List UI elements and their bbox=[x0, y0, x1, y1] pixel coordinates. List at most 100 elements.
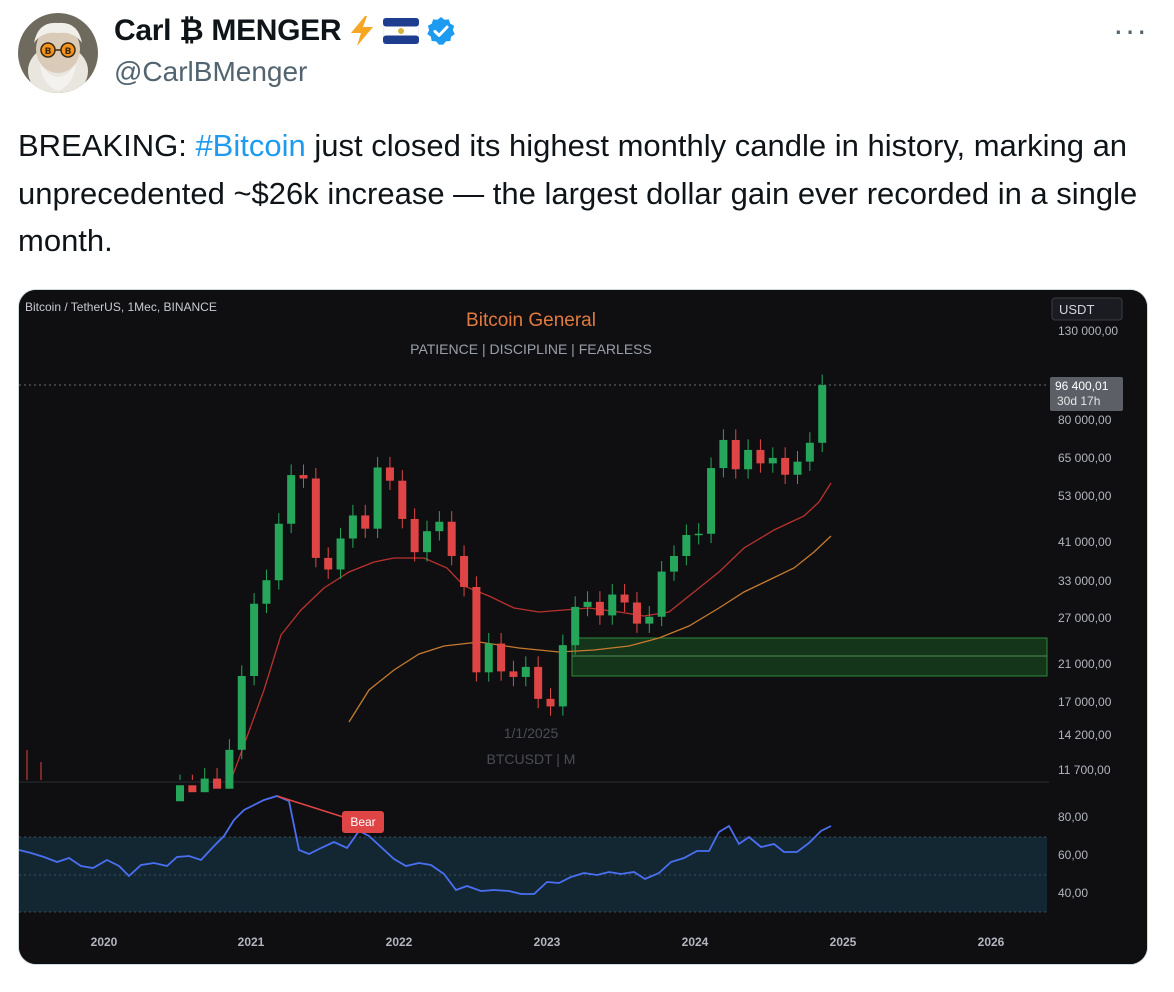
x-tick-2021: 2021 bbox=[238, 935, 265, 949]
x-tick-2025: 2025 bbox=[830, 935, 857, 949]
rsi-tick-80: 80,00 bbox=[1058, 810, 1088, 824]
candle-body bbox=[410, 518, 419, 553]
svg-text:B: B bbox=[65, 47, 72, 57]
candle-body bbox=[670, 555, 678, 572]
candle-body bbox=[793, 461, 802, 475]
chart-subtitle: PATIENCE | DISCIPLINE | FEARLESS bbox=[410, 341, 652, 357]
y-tick-80000: 80 000,00 bbox=[1058, 413, 1112, 427]
tweet-text: BREAKING: #Bitcoin just closed its highe… bbox=[18, 122, 1163, 265]
candle-body bbox=[521, 666, 530, 677]
candle-body bbox=[484, 643, 493, 673]
candle-body bbox=[311, 478, 320, 558]
chart-title: Bitcoin General bbox=[466, 310, 596, 331]
candle-body bbox=[571, 606, 580, 646]
candle-body bbox=[460, 555, 469, 587]
candle-body bbox=[348, 515, 357, 539]
candle-body bbox=[423, 531, 431, 553]
candle-body bbox=[213, 778, 222, 789]
svg-text:B: B bbox=[45, 47, 52, 57]
support-zone bbox=[571, 637, 1048, 677]
candle-body bbox=[225, 749, 234, 789]
y-tick-53000: 53 000,00 bbox=[1058, 489, 1112, 503]
price-tag-countdown: 30d 17h bbox=[1057, 394, 1100, 408]
y-tick-130000: 130 000,00 bbox=[1058, 324, 1118, 338]
price-tag-value: 96 400,01 bbox=[1055, 379, 1109, 393]
candle-body bbox=[373, 467, 382, 529]
candles-group bbox=[176, 374, 827, 802]
candle-body bbox=[731, 439, 740, 470]
rsi-tick-60: 60,00 bbox=[1058, 848, 1088, 862]
candle-body bbox=[595, 601, 604, 616]
candle-body bbox=[805, 442, 814, 462]
candle-body bbox=[237, 675, 246, 750]
author-avatar[interactable]: B B bbox=[18, 13, 98, 93]
candle-body bbox=[188, 785, 197, 793]
y-tick-27000: 27 000,00 bbox=[1058, 611, 1112, 625]
candle-body bbox=[385, 467, 394, 481]
currency-label: USDT bbox=[1059, 302, 1094, 317]
y-tick-11700: 11 700,00 bbox=[1058, 763, 1111, 777]
x-tick-2023: 2023 bbox=[534, 935, 561, 949]
rsi-tick-40: 40,00 bbox=[1058, 886, 1088, 900]
candle-body bbox=[583, 601, 592, 607]
y-tick-21000: 21 000,00 bbox=[1058, 657, 1112, 671]
candle-body bbox=[361, 515, 370, 529]
candle-body bbox=[534, 666, 543, 699]
x-tick-2024: 2024 bbox=[682, 935, 709, 949]
y-tick-17000: 17 000,00 bbox=[1058, 695, 1112, 709]
candle-body bbox=[435, 521, 444, 532]
x-tick-2022: 2022 bbox=[386, 935, 413, 949]
candle-body bbox=[497, 643, 506, 672]
candle-body bbox=[200, 778, 209, 793]
author-handle[interactable]: @CarlBMenger bbox=[114, 56, 308, 87]
candle-body bbox=[719, 439, 728, 469]
candle-body bbox=[818, 385, 827, 443]
lightning-emoji-icon bbox=[351, 16, 374, 46]
candle-body bbox=[262, 580, 271, 604]
tweet-text-after: just closed its highest monthly candle i… bbox=[18, 128, 1138, 258]
candle-body bbox=[694, 533, 703, 536]
candle-body bbox=[620, 594, 629, 603]
candle-body bbox=[299, 475, 308, 479]
candle-body bbox=[274, 523, 283, 581]
candle-body bbox=[608, 594, 617, 616]
x-tick-2026: 2026 bbox=[978, 935, 1005, 949]
el-salvador-flag-icon bbox=[383, 18, 420, 44]
slow-moving-average-line bbox=[348, 535, 832, 723]
candle-body bbox=[768, 457, 777, 464]
candle-body bbox=[447, 521, 456, 556]
candle-body bbox=[324, 557, 333, 570]
candle-body bbox=[250, 603, 259, 676]
candle-body bbox=[398, 480, 407, 519]
tweet-media-chart[interactable]: USDT Bitcoin / TetherUS, 1Mec, BINANCE B… bbox=[18, 289, 1148, 965]
candle-body bbox=[756, 449, 765, 464]
candle-body bbox=[287, 475, 296, 524]
bitcoin-eyed-old-man-avatar-icon: B B bbox=[18, 13, 98, 93]
candle-body bbox=[336, 538, 345, 570]
y-tick-65000: 65 000,00 bbox=[1058, 451, 1112, 465]
fast-moving-average-line bbox=[230, 482, 832, 781]
candle-body bbox=[546, 698, 555, 707]
candle-body bbox=[632, 602, 641, 624]
hashtag-link[interactable]: #Bitcoin bbox=[195, 128, 306, 163]
bear-label-box bbox=[342, 811, 384, 833]
candle-body bbox=[645, 616, 654, 624]
y-tick-41000: 41 000,00 bbox=[1058, 535, 1112, 549]
candle-body bbox=[781, 457, 790, 475]
tweet-text-before: BREAKING: bbox=[18, 128, 196, 163]
candle-body bbox=[707, 468, 716, 534]
verified-badge-icon bbox=[427, 17, 455, 45]
price-tag-box bbox=[1050, 377, 1123, 411]
btc-monthly-chart: USDT Bitcoin / TetherUS, 1Mec, BINANCE B… bbox=[19, 290, 1147, 964]
more-options-icon[interactable]: ··· bbox=[1113, 12, 1148, 48]
candle-body bbox=[744, 449, 753, 470]
candle-body bbox=[472, 586, 481, 673]
candle-body bbox=[176, 785, 184, 802]
watermark-date: 1/1/2025 bbox=[504, 725, 559, 741]
author-name-row[interactable]: Carl ₿ MENGER bbox=[114, 14, 457, 48]
bear-label: Bear bbox=[350, 815, 375, 829]
y-tick-14200: 14 200,00 bbox=[1058, 728, 1112, 742]
x-tick-2020: 2020 bbox=[91, 935, 118, 949]
author-display-name[interactable]: Carl ₿ MENGER bbox=[114, 14, 342, 47]
candle-body bbox=[558, 645, 567, 707]
